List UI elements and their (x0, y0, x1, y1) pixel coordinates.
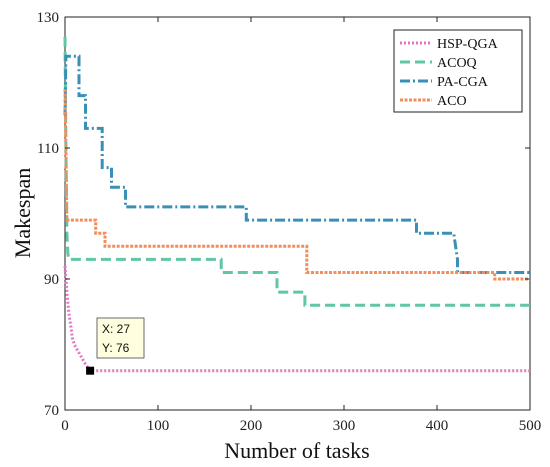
x-tick-label: 500 (519, 418, 542, 434)
datatip: X: 27 Y: 76 (86, 317, 145, 375)
legend-box (393, 29, 523, 113)
legend-label: ACO (437, 94, 467, 109)
x-tick-label: 300 (333, 418, 356, 434)
datatip-box (96, 317, 145, 359)
y-tick-label: 130 (37, 10, 60, 26)
x-tick-label: 400 (426, 418, 449, 434)
y-tick-label: 70 (44, 403, 59, 419)
datatip-marker (86, 366, 95, 375)
series-line-aco (63, 89, 530, 281)
series-line-hsp-qga (63, 265, 530, 373)
legend-label: ACOQ (437, 56, 477, 71)
ticks-layer: 0 100 200 300 400 500 70 90 110 130 (37, 10, 542, 434)
legend-label: PA-CGA (437, 75, 489, 90)
x-axis-title: Number of tasks (224, 438, 369, 463)
series-line-pa-cga (63, 54, 530, 274)
y-axis-title: Makespan (10, 168, 35, 258)
legend-label: HSP-QGA (437, 37, 499, 52)
datatip-x: X: 27 (102, 322, 130, 336)
datatip-y: Y: 76 (102, 341, 130, 355)
x-tick-label: 200 (240, 418, 263, 434)
series-line-acoq (63, 36, 530, 307)
x-tick-label: 0 (61, 418, 69, 434)
y-tick-label: 90 (44, 272, 59, 288)
legend: HSP-QGA ACOQ PA-CGA ACO (393, 29, 523, 113)
series-layer (63, 36, 530, 373)
y-tick-label: 110 (37, 141, 59, 157)
x-tick-label: 100 (147, 418, 170, 434)
